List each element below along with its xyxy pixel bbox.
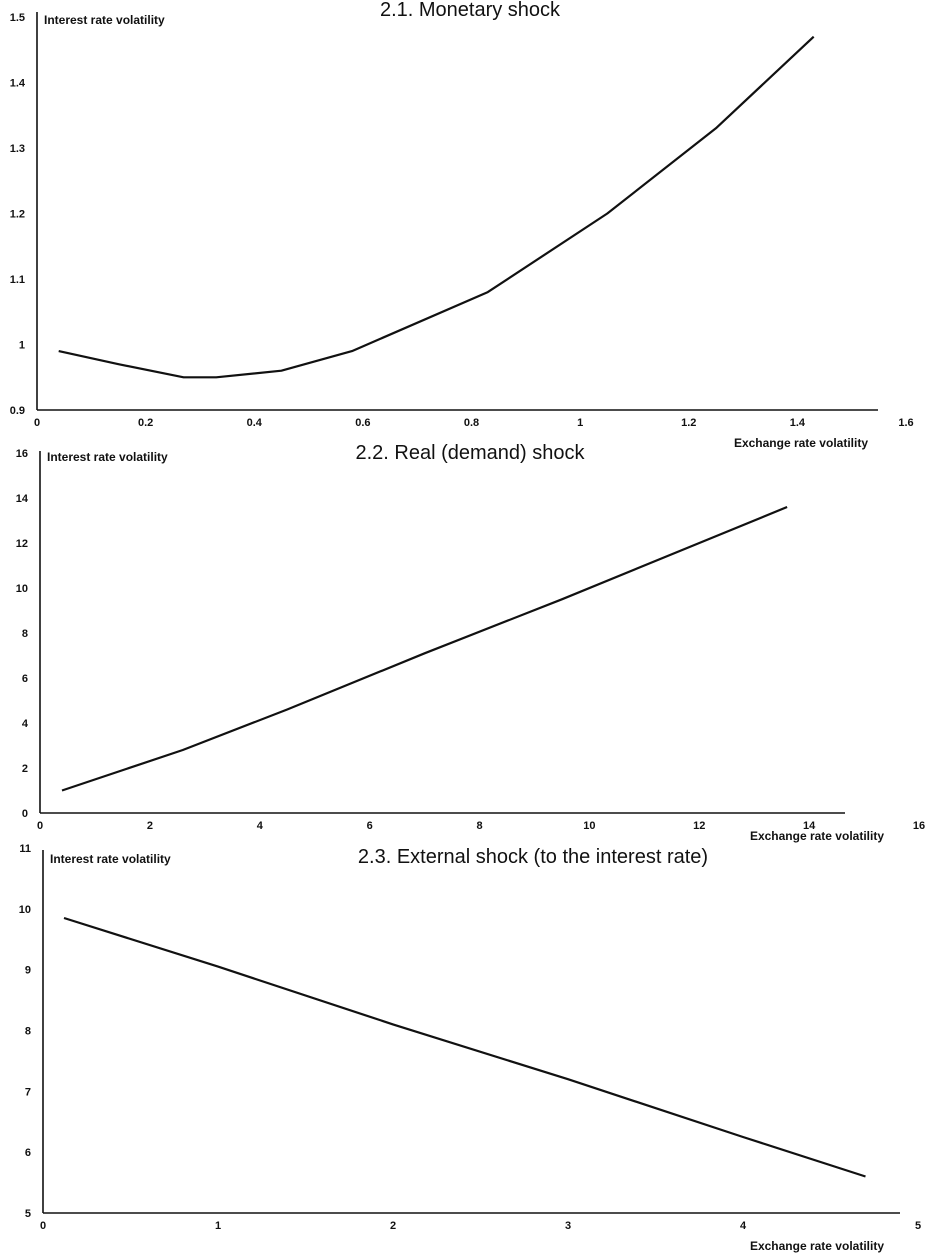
x-tick-label: 1 — [215, 1220, 221, 1232]
y-tick-label: 6 — [22, 673, 28, 685]
y-tick-label: 7 — [25, 1086, 31, 1098]
x-tick-label: 12 — [693, 820, 705, 832]
x-tick-label: 0.8 — [464, 417, 479, 429]
y-tick-label: 1 — [19, 340, 25, 352]
x-tick-label: 8 — [476, 820, 482, 832]
y-tick-label: 10 — [16, 583, 28, 595]
series-line — [58, 35, 815, 379]
x-tick-label: 3 — [565, 1220, 571, 1232]
x-tick-label: 0.6 — [355, 417, 370, 429]
x-tick-label: 0.2 — [138, 417, 153, 429]
panel-external-shock: 2.3. External shock (to the interest rat… — [19, 843, 921, 1253]
y-tick-label: 10 — [19, 904, 31, 916]
y-tick-labels: 0 2 4 6 8 10 12 14 16 — [16, 448, 29, 820]
panel-title: 2.3. External shock (to the interest rat… — [358, 846, 708, 868]
panel-title: 2.2. Real (demand) shock — [355, 442, 585, 464]
x-tick-label: 6 — [367, 820, 373, 832]
x-tick-label: 1.6 — [898, 417, 913, 429]
y-tick-label: 2 — [22, 763, 28, 775]
y-tick-labels: 5 6 7 8 9 10 11 — [19, 843, 31, 1220]
x-axis-label: Exchange rate volatility — [734, 436, 868, 450]
x-tick-label: 1 — [577, 417, 583, 429]
y-tick-label: 5 — [25, 1208, 31, 1220]
series-line — [63, 916, 866, 1178]
x-tick-label: 14 — [803, 820, 816, 832]
x-tick-label: 0 — [40, 1220, 46, 1232]
y-tick-label: 1.1 — [10, 274, 25, 286]
x-tick-labels: 0 0.2 0.4 0.6 0.8 1 1.2 1.4 1.6 — [34, 417, 914, 429]
panel-monetary-shock: 2.1. Monetary shock Interest rate volati… — [10, 0, 914, 450]
y-axis-label: Interest rate volatility — [47, 450, 168, 464]
x-axis-label: Exchange rate volatility — [750, 829, 884, 843]
y-tick-label: 14 — [16, 493, 29, 505]
x-tick-labels: 0 2 4 6 8 10 12 14 16 — [37, 820, 925, 832]
x-tick-label: 10 — [583, 820, 595, 832]
x-tick-label: 4 — [257, 820, 264, 832]
series-line — [61, 505, 788, 792]
x-tick-label: 0 — [34, 417, 40, 429]
y-tick-label: 1.3 — [10, 143, 25, 155]
x-axis-label: Exchange rate volatility — [750, 1239, 884, 1253]
y-tick-label: 12 — [16, 538, 28, 550]
x-tick-label: 0 — [37, 820, 43, 832]
panel-real-demand-shock: 2.2. Real (demand) shock Interest rate v… — [16, 442, 925, 843]
y-axis-label: Interest rate volatility — [44, 13, 165, 27]
y-tick-label: 0 — [22, 808, 28, 820]
y-axis-label: Interest rate volatility — [50, 852, 171, 866]
x-tick-label: 1.4 — [790, 417, 806, 429]
y-tick-label: 0.9 — [10, 405, 25, 417]
x-tick-label: 4 — [740, 1220, 747, 1232]
x-tick-label: 2 — [147, 820, 153, 832]
y-tick-label: 11 — [19, 843, 31, 855]
y-tick-label: 8 — [22, 628, 28, 640]
x-tick-label: 1.2 — [681, 417, 696, 429]
y-tick-label: 8 — [25, 1026, 31, 1038]
x-tick-label: 16 — [913, 820, 925, 832]
y-tick-label: 9 — [25, 965, 31, 977]
y-tick-labels: 0.9 1 1.1 1.2 1.3 1.4 1.5 — [10, 12, 26, 417]
y-tick-label: 1.4 — [10, 78, 26, 90]
x-tick-labels: 0 1 2 3 4 5 — [40, 1220, 921, 1232]
y-tick-label: 1.2 — [10, 209, 25, 221]
y-tick-label: 4 — [22, 718, 29, 730]
x-tick-label: 2 — [390, 1220, 396, 1232]
panel-title: 2.1. Monetary shock — [380, 0, 561, 21]
x-tick-label: 0.4 — [247, 417, 263, 429]
y-tick-label: 16 — [16, 448, 28, 460]
y-tick-label: 6 — [25, 1147, 31, 1159]
x-tick-label: 5 — [915, 1220, 921, 1232]
y-tick-label: 1.5 — [10, 12, 25, 24]
